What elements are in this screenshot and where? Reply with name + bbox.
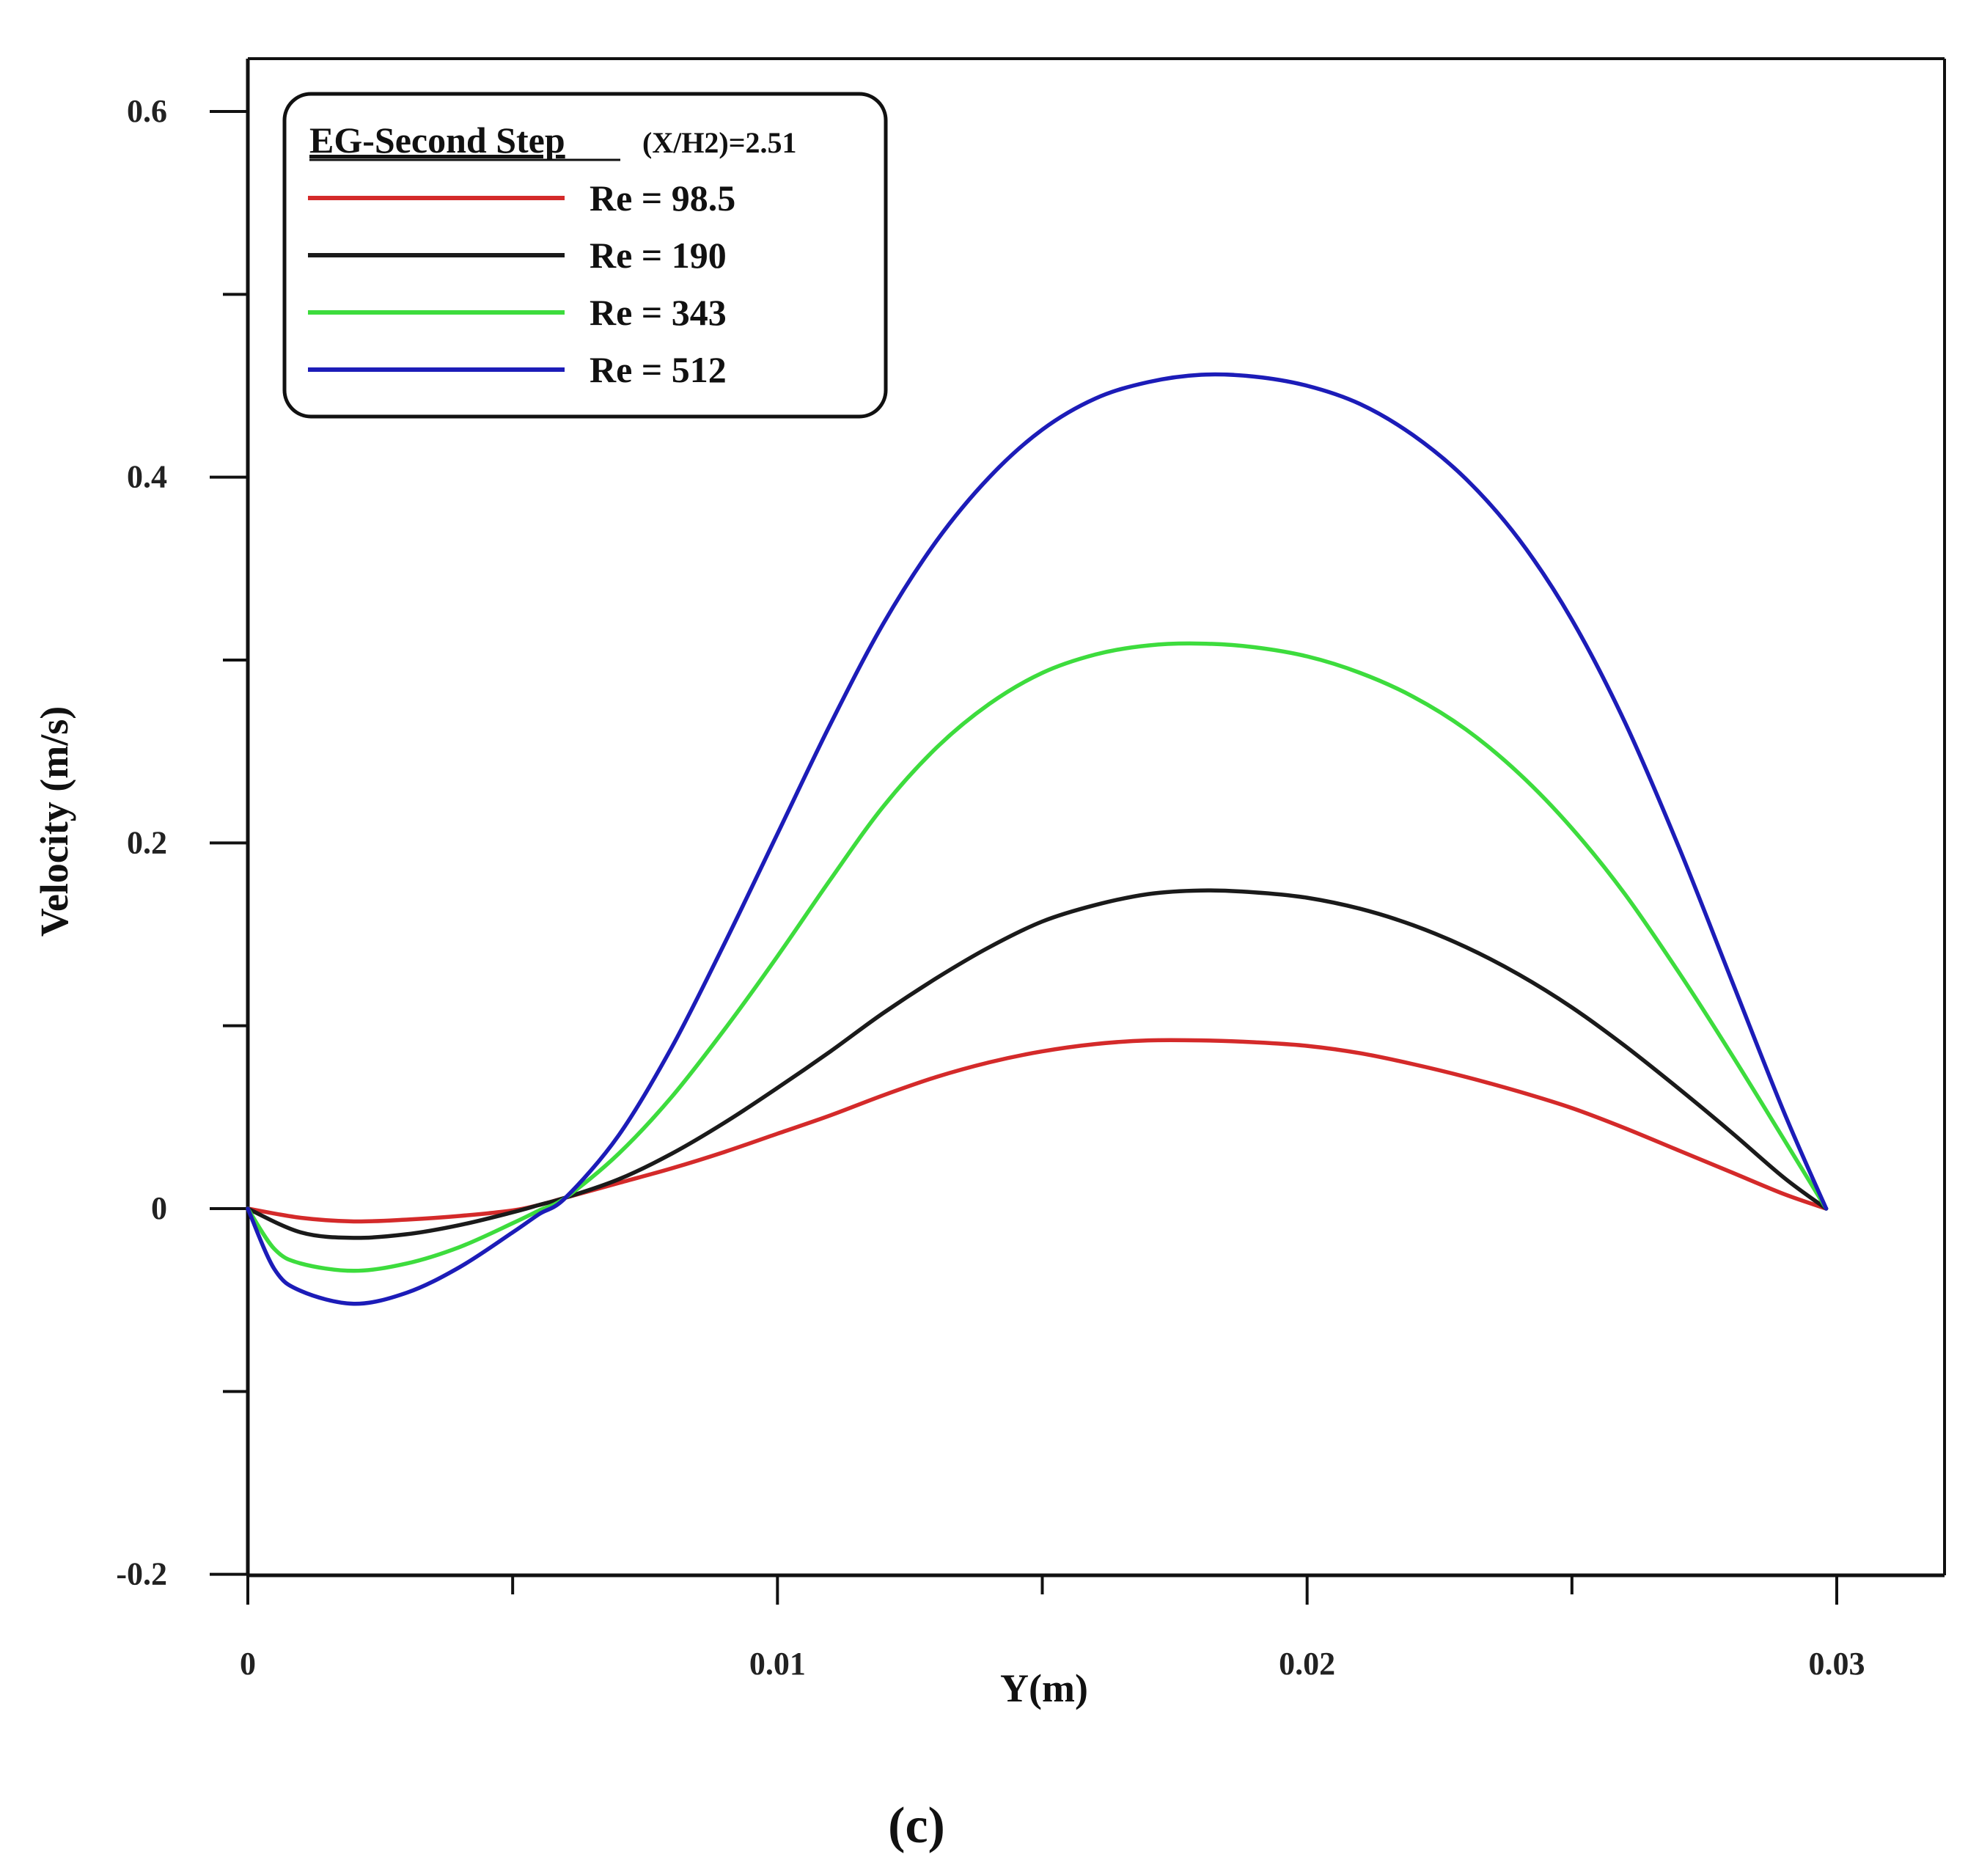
legend-label-1: Re = 98.5: [590, 177, 735, 219]
series-line-3: [246, 641, 1829, 1273]
plot-area: [246, 57, 1946, 1578]
y-tick-label: 0.6: [127, 93, 167, 129]
legend-label-2: Re = 190: [590, 235, 727, 276]
y-axis-title: Velocity (m/s): [32, 706, 76, 937]
series-line-2: [246, 888, 1829, 1240]
legend-label-3: Re = 343: [590, 292, 727, 333]
legend: EG-Second Step (X/H2)=2.51 Re = 98.5Re =…: [282, 92, 888, 419]
x-tick-label: 0.02: [1279, 1646, 1335, 1682]
x-axis-title: Y(m): [1000, 1666, 1088, 1710]
y-tick-label: 0.4: [127, 459, 167, 495]
x-tick-label: 0: [240, 1646, 256, 1682]
series-line-1: [246, 1038, 1829, 1224]
y-tick-label: -0.2: [116, 1556, 167, 1592]
axis-ticks: 0 0.01 0.02 0.03 -0.2 0 0.2 0.4 0.6: [116, 93, 1865, 1682]
y-tick-label: 0.2: [127, 824, 167, 860]
y-tick-label: 0: [151, 1190, 167, 1226]
series-lines: [246, 372, 1829, 1306]
legend-entries: Re = 98.5 Re = 190 Re = 343 Re = 512: [308, 177, 735, 390]
legend-title-extra: (X/H2)=2.51: [642, 126, 797, 159]
panel-label: (c): [888, 1798, 945, 1854]
legend-box: [282, 92, 888, 419]
series-line-4: [246, 372, 1829, 1306]
x-tick-label: 0.03: [1809, 1646, 1865, 1682]
x-tick-label: 0.01: [749, 1646, 806, 1682]
legend-label-4: Re = 512: [590, 349, 727, 390]
legend-title: EG-Second Step: [309, 120, 565, 161]
